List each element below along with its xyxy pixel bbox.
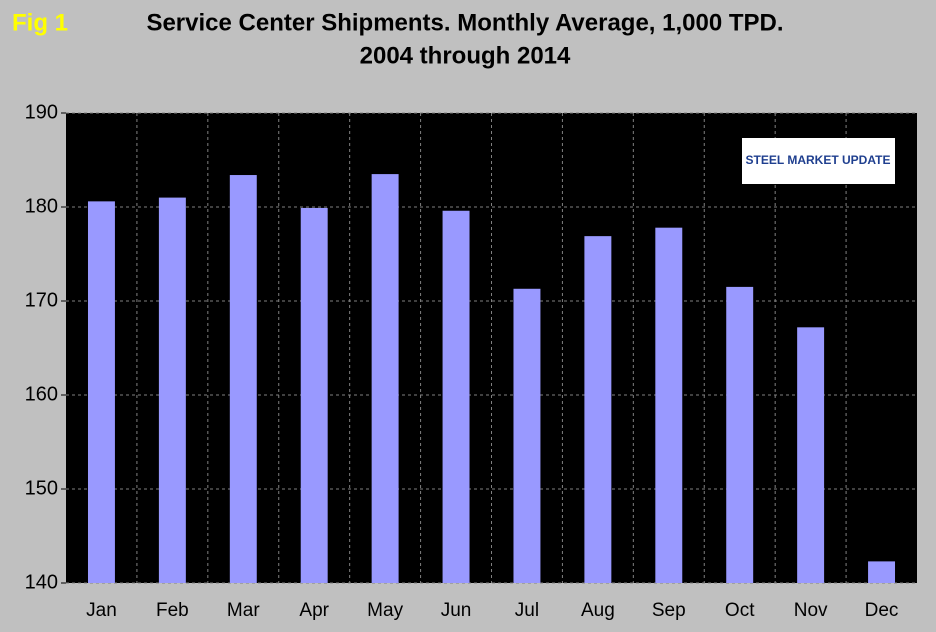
y-tick-label: 170 <box>25 289 58 311</box>
y-tick-label: 160 <box>25 383 58 405</box>
logo: STEEL MARKET UPDATE <box>746 153 891 167</box>
bar <box>442 210 470 583</box>
x-tick-label: May <box>367 600 403 621</box>
x-tick-label: Sep <box>652 600 686 621</box>
chart-subtitle: 2004 through 2014 <box>360 42 571 69</box>
y-tick-label: 140 <box>25 571 58 593</box>
logo-box <box>742 138 895 184</box>
x-tick-label: Nov <box>794 600 828 621</box>
bar <box>726 286 754 583</box>
y-tick-label: 190 <box>25 101 58 123</box>
bar <box>584 236 612 583</box>
x-tick-label: Jul <box>515 600 539 621</box>
bar <box>158 197 186 583</box>
y-tick-label: 150 <box>25 477 58 499</box>
x-tick-label: Apr <box>299 600 329 621</box>
x-tick-label: Aug <box>581 600 615 621</box>
category-dividers <box>66 112 917 584</box>
x-tick-label: Jun <box>441 600 472 621</box>
y-tick-label: 180 <box>25 195 58 217</box>
figure-label: Fig 1 <box>12 9 68 36</box>
x-tick-label: Mar <box>227 600 260 621</box>
bar <box>655 227 683 583</box>
bar <box>513 288 541 583</box>
chart-title: Service Center Shipments. Monthly Averag… <box>146 9 783 36</box>
bar <box>300 207 328 583</box>
bar <box>229 175 257 584</box>
marks: 140 150 160 170 180 190 Jan Feb Mar Apr May Jun Jul A… <box>25 101 899 621</box>
bar <box>371 174 399 583</box>
bar <box>868 561 896 583</box>
x-tick-label: Jan <box>86 600 117 621</box>
bar <box>797 327 825 583</box>
bar <box>87 201 115 584</box>
x-tick-label: Feb <box>156 600 189 621</box>
x-tick-label: Dec <box>865 600 899 621</box>
x-tick-label: Oct <box>725 600 755 621</box>
